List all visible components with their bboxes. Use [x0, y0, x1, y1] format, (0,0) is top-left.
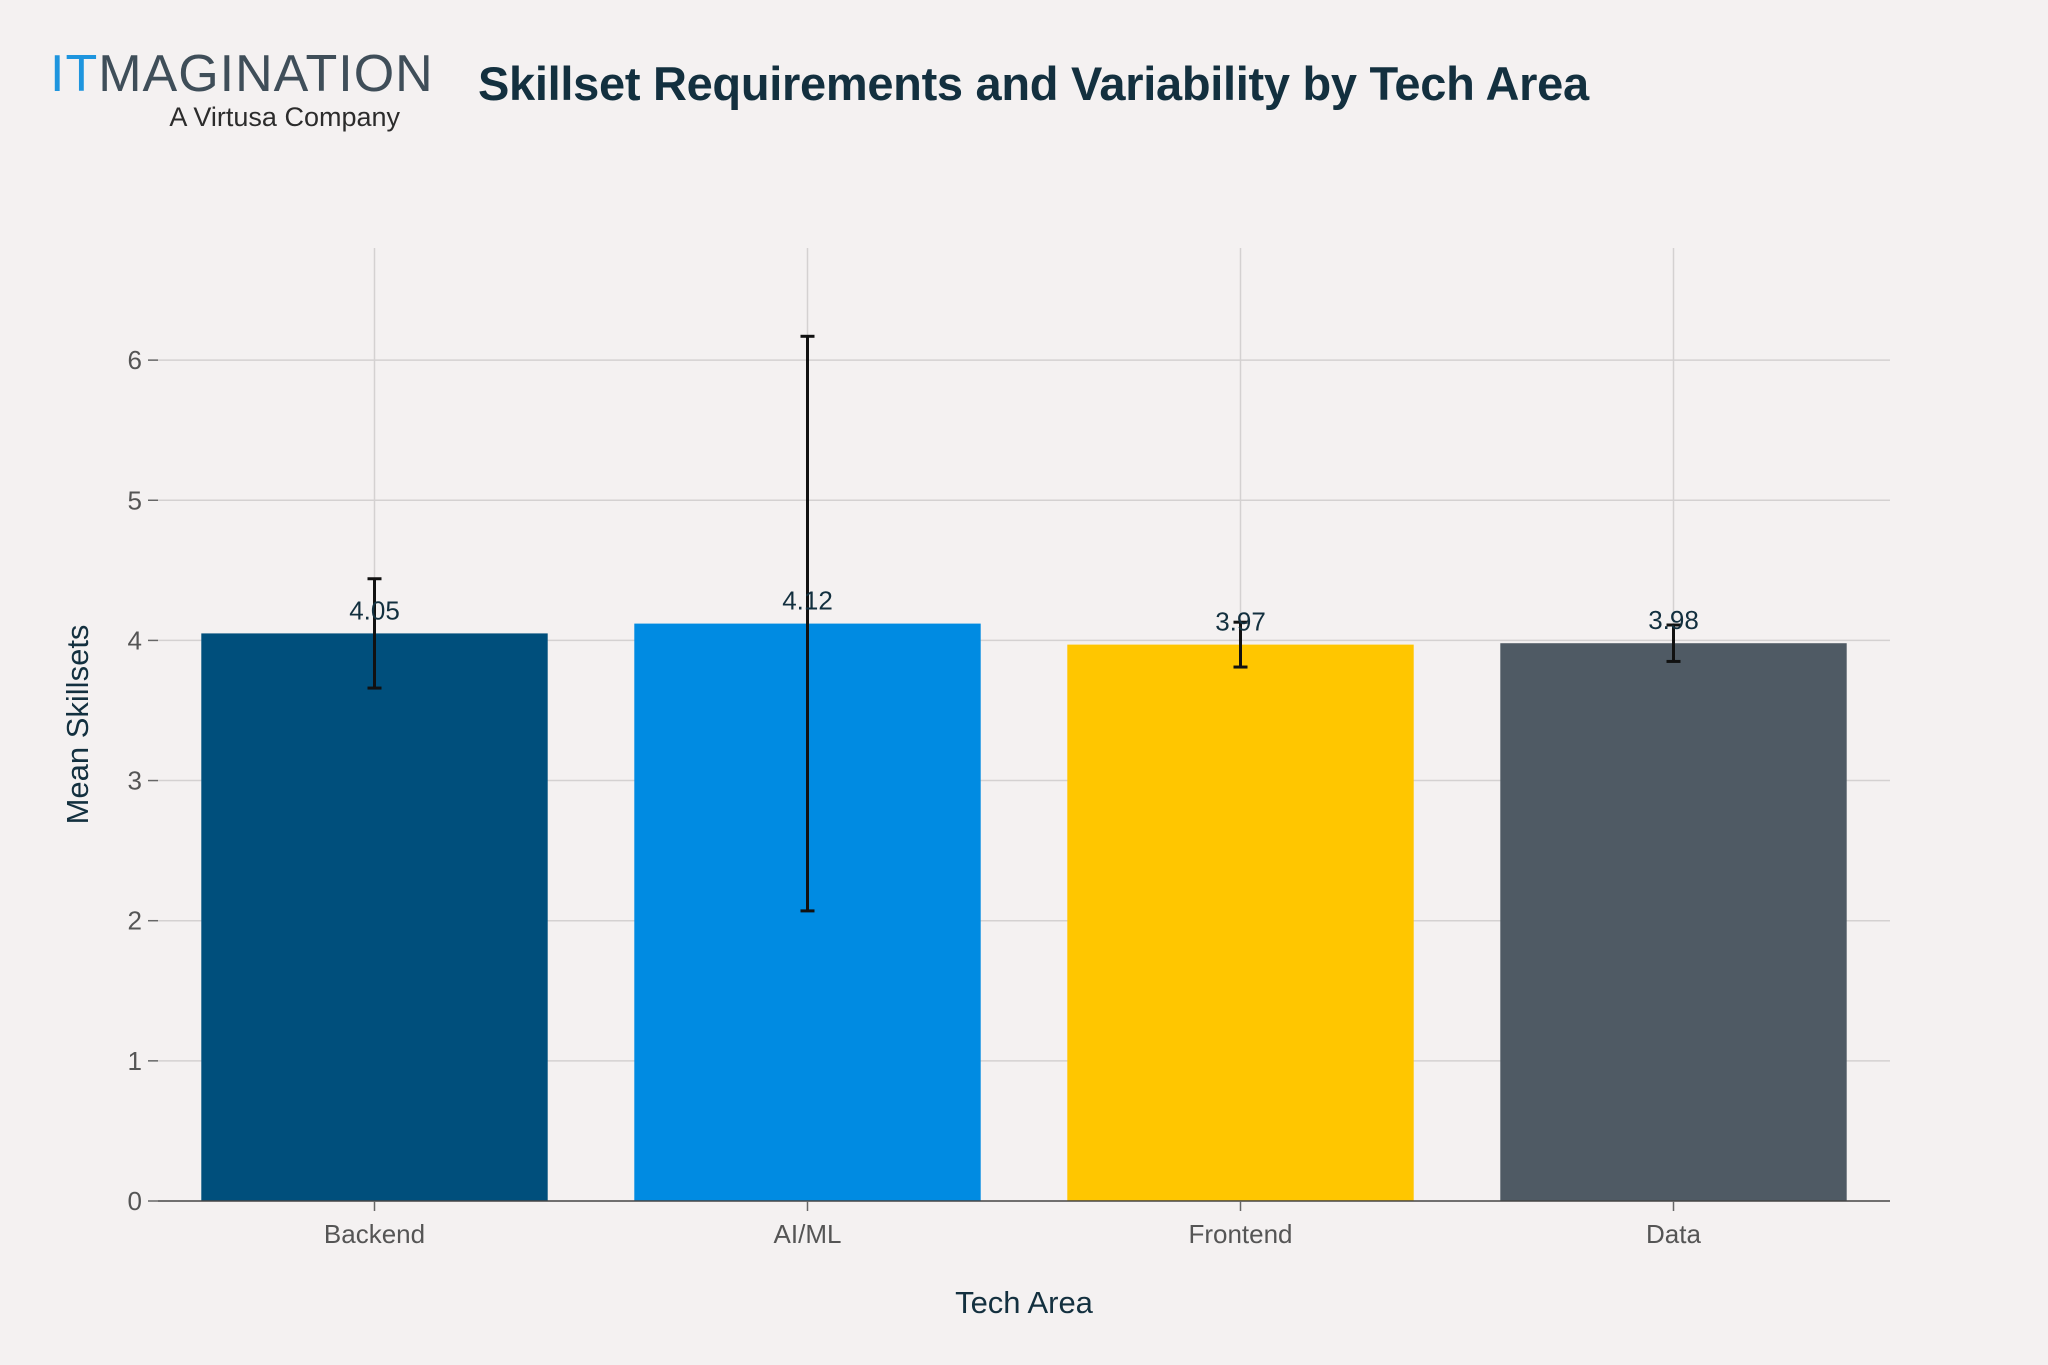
- y-tick-label: 1: [128, 1046, 142, 1076]
- logo-tagline: A Virtusa Company: [169, 102, 400, 132]
- bar-backend: [201, 633, 548, 1201]
- x-tick-label: Data: [1646, 1219, 1701, 1249]
- data-label: 4.05: [349, 595, 400, 625]
- y-tick-label: 3: [128, 766, 142, 796]
- bar-layer: [201, 623, 1847, 1201]
- y-tick-label: 5: [128, 485, 142, 515]
- x-tick-label: Backend: [324, 1219, 425, 1249]
- data-label: 4.12: [782, 586, 833, 616]
- y-tick-label: 2: [128, 906, 142, 936]
- bar-data: [1500, 643, 1847, 1201]
- data-label: 3.97: [1215, 607, 1266, 637]
- bar-frontend: [1067, 644, 1414, 1201]
- x-tick-label: Frontend: [1188, 1219, 1292, 1249]
- axis-layer: 0 1 2 3 4 5 6 Backend AI/ML Frontend Data: [128, 345, 1890, 1249]
- logo-wordmark: ITMAGINATION: [50, 45, 434, 103]
- y-tick-label: 4: [128, 625, 142, 655]
- y-tick-label: 0: [128, 1186, 142, 1216]
- y-tick-label: 6: [128, 345, 142, 375]
- label-layer: 4.05 4.12 3.97 3.98: [349, 586, 1699, 637]
- data-label: 3.98: [1648, 605, 1699, 635]
- x-axis-title: Tech Area: [955, 1285, 1094, 1320]
- chart-title: Skillset Requirements and Variability by…: [478, 57, 1589, 110]
- x-tick-label: AI/ML: [774, 1219, 842, 1249]
- y-axis-title: Mean Skillsets: [60, 625, 95, 825]
- company-logo: ITMAGINATION A Virtusa Company: [50, 44, 433, 144]
- error-bar-layer: [367, 334, 1681, 913]
